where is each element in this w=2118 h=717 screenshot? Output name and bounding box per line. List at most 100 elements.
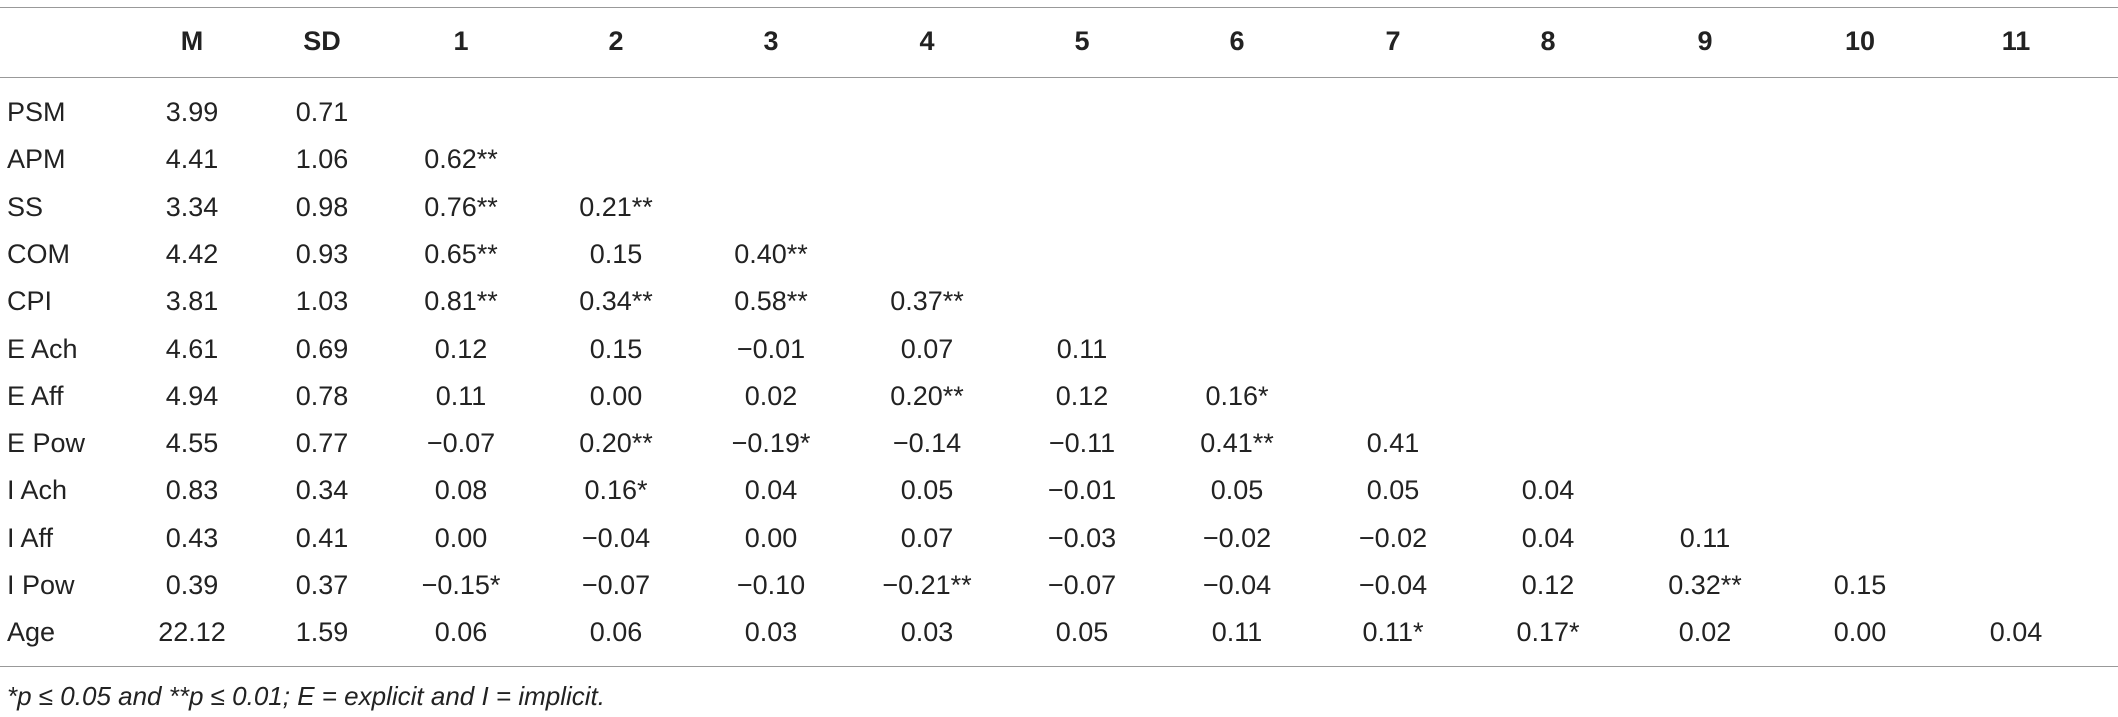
header-rule	[0, 77, 2118, 78]
table-cell: 0.83	[165, 475, 219, 506]
table-cell: 0.93	[295, 238, 349, 269]
table-cell: 4.55	[165, 428, 219, 459]
row-label: PSM	[7, 97, 66, 127]
table-cell: 0.02	[744, 380, 798, 411]
table-cell: 0.41	[1366, 428, 1420, 459]
table-cell: 0.16*	[1205, 380, 1269, 411]
table-cell: −0.03	[1047, 522, 1117, 553]
table-cell: 0.16*	[584, 475, 648, 506]
table-cell: 0.00	[1833, 617, 1887, 648]
row-label: Age	[7, 617, 56, 648]
table-cell: 1.03	[295, 286, 349, 317]
table-cell: 0.76**	[424, 191, 498, 222]
row-label: I Aff	[7, 522, 54, 553]
table-cell: 0.15	[589, 333, 643, 364]
table-cell: 0.03	[900, 617, 954, 648]
table-cell: 3.99	[165, 97, 219, 127]
table-cell: 0.04	[1521, 522, 1575, 553]
table-cell: 0.65**	[424, 238, 498, 269]
table-cell: 0.05	[900, 475, 954, 506]
table-cell: 0.06	[434, 617, 488, 648]
table-cell: 0.00	[744, 522, 798, 553]
table-cell: −0.21**	[882, 570, 972, 600]
table-cell: 0.11	[435, 380, 487, 411]
table-cell: −0.19*	[731, 428, 811, 459]
table-cell: 0.05	[1210, 475, 1264, 506]
table-cell: 1.06	[295, 144, 349, 175]
row-label: APM	[7, 144, 66, 175]
table-cell: 0.08	[434, 475, 488, 506]
bottom-rule	[0, 666, 2118, 667]
table-cell: 0.06	[589, 617, 643, 648]
column-header: 11	[2001, 26, 2031, 56]
table-cell: 0.78	[295, 380, 349, 411]
column-header: M	[180, 26, 204, 56]
table-cell: 0.34	[295, 475, 349, 506]
table-cell: −0.01	[736, 333, 806, 364]
footnote: *p ≤ 0.05 and **p ≤ 0.01; E = explicit a…	[7, 681, 605, 711]
table-cell: 0.37	[295, 570, 349, 600]
table-cell: 0.69	[295, 333, 349, 364]
table-cell: 0.02	[1678, 617, 1732, 648]
table-cell: 0.98	[295, 191, 349, 222]
column-header: 2	[608, 26, 624, 56]
table-cell: 0.05	[1055, 617, 1109, 648]
table-cell: 0.15	[589, 238, 643, 269]
table-cell: 1.59	[295, 617, 349, 648]
column-header: 4	[919, 26, 935, 56]
table-cell: 0.37**	[890, 286, 964, 317]
table-cell: 0.21**	[579, 191, 653, 222]
table-cell: 0.20**	[890, 380, 964, 411]
table-cell: 0.07	[900, 522, 954, 553]
row-label: E Ach	[7, 333, 78, 364]
table-cell: 0.00	[434, 522, 488, 553]
table-cell: −0.04	[1358, 570, 1428, 600]
column-header: 1	[453, 26, 469, 56]
column-header: 8	[1540, 26, 1556, 56]
table-cell: 3.81	[165, 286, 219, 317]
table-cell: 0.00	[589, 380, 643, 411]
table-cell: 0.40**	[734, 238, 808, 269]
table-cell: 0.11*	[1362, 617, 1424, 648]
table-cell: 0.11	[1211, 617, 1263, 648]
table-cell: 0.20**	[579, 428, 653, 459]
table-cell: 4.61	[165, 333, 219, 364]
column-header: SD	[303, 26, 341, 56]
table-cell: 0.39	[165, 570, 219, 600]
table-cell: −0.11	[1048, 428, 1116, 459]
table-cell: 0.15	[1833, 570, 1887, 600]
row-label: CPI	[7, 286, 53, 317]
row-label: E Aff	[7, 380, 64, 411]
table-cell: 0.05	[1366, 475, 1420, 506]
table-cell: 0.11	[1679, 522, 1731, 553]
column-header: 5	[1074, 26, 1090, 56]
table-cell: −0.07	[581, 570, 651, 600]
table-cell: 4.41	[165, 144, 219, 175]
table-cell: 0.12	[1521, 570, 1575, 600]
table-cell: 0.58**	[734, 286, 808, 317]
row-label: I Pow	[7, 570, 75, 600]
table-cell: −0.07	[426, 428, 496, 459]
column-header: 3	[763, 26, 779, 56]
table-cell: 0.81**	[424, 286, 498, 317]
table-cell: 0.07	[900, 333, 954, 364]
table-cell: 3.34	[165, 191, 219, 222]
table-cell: −0.07	[1047, 570, 1117, 600]
column-header: 9	[1697, 26, 1713, 56]
table-cell: 0.43	[165, 522, 219, 553]
table-cell: −0.15*	[421, 570, 501, 600]
column-header: 6	[1229, 26, 1245, 56]
table-cell: 22.12	[158, 617, 226, 648]
table-cell: 0.71	[295, 97, 349, 127]
table-cell: 4.94	[165, 380, 219, 411]
table-cell: 0.34**	[579, 286, 653, 317]
table-cell: 0.62**	[424, 144, 498, 175]
table-cell: 0.77	[295, 428, 349, 459]
table-cell: −0.10	[736, 570, 806, 600]
row-label: E Pow	[7, 428, 86, 459]
table-cell: −0.01	[1047, 475, 1117, 506]
table-cell: −0.02	[1202, 522, 1272, 553]
table-cell: 0.03	[744, 617, 798, 648]
row-label: I Ach	[7, 475, 68, 506]
